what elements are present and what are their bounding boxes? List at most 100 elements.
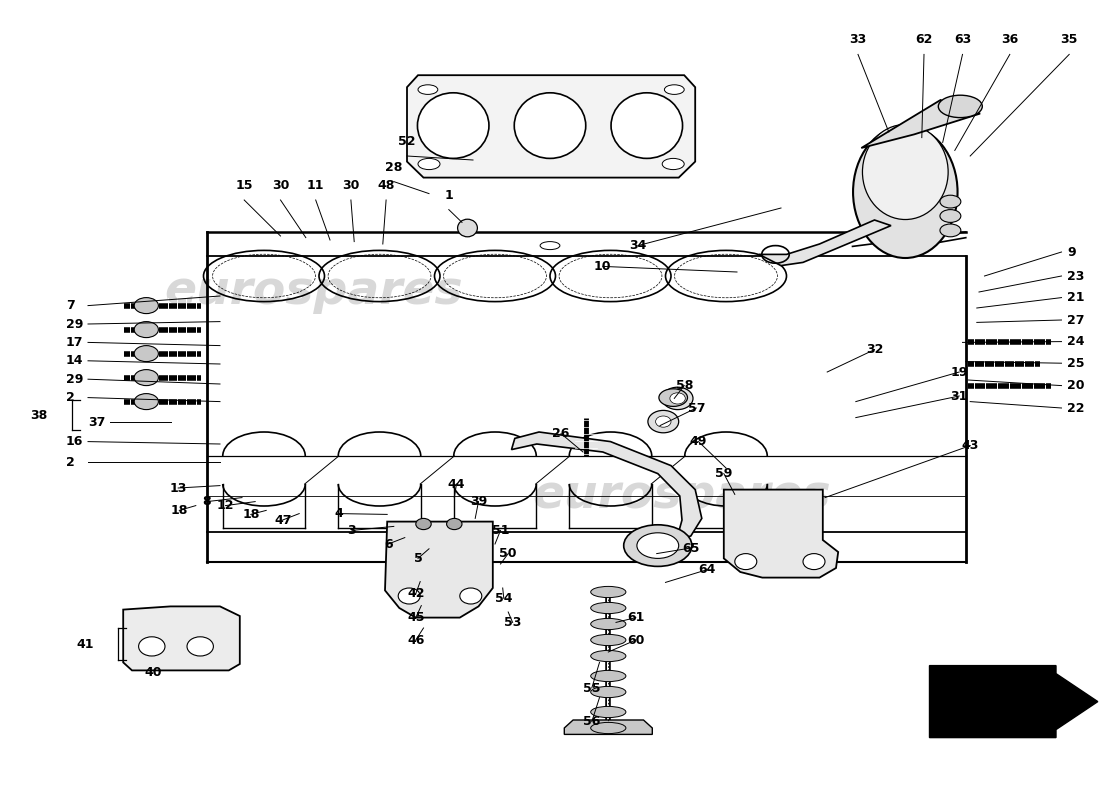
- Text: eurospares: eurospares: [532, 474, 832, 518]
- Text: 35: 35: [1060, 34, 1078, 46]
- Text: 48: 48: [377, 179, 395, 192]
- Text: 39: 39: [470, 495, 487, 508]
- Ellipse shape: [664, 85, 684, 94]
- Circle shape: [656, 416, 671, 427]
- Ellipse shape: [612, 93, 682, 158]
- Ellipse shape: [939, 224, 961, 237]
- Polygon shape: [724, 490, 838, 578]
- Ellipse shape: [591, 686, 626, 698]
- Ellipse shape: [862, 125, 948, 219]
- Ellipse shape: [418, 85, 438, 94]
- Text: 11: 11: [307, 179, 324, 192]
- Text: 24: 24: [1067, 335, 1085, 348]
- Text: 29: 29: [66, 318, 84, 330]
- Ellipse shape: [591, 586, 626, 598]
- Text: 60: 60: [627, 634, 645, 646]
- Polygon shape: [759, 220, 891, 266]
- Ellipse shape: [134, 298, 158, 314]
- Text: 64: 64: [698, 563, 716, 576]
- Text: 49: 49: [690, 435, 707, 448]
- Text: 45: 45: [407, 611, 425, 624]
- Text: 4: 4: [334, 507, 343, 520]
- Text: 65: 65: [682, 542, 700, 554]
- Ellipse shape: [624, 525, 692, 566]
- Text: 19: 19: [950, 366, 968, 378]
- Circle shape: [662, 387, 693, 410]
- Text: 13: 13: [169, 482, 187, 494]
- Text: 3: 3: [348, 524, 356, 537]
- Circle shape: [735, 554, 757, 570]
- Text: 30: 30: [272, 179, 289, 192]
- Circle shape: [447, 518, 462, 530]
- Ellipse shape: [418, 93, 488, 158]
- Text: 63: 63: [954, 34, 971, 46]
- Ellipse shape: [938, 95, 982, 118]
- Text: 1: 1: [444, 189, 453, 202]
- Text: 6: 6: [384, 538, 393, 550]
- Text: 18: 18: [170, 504, 188, 517]
- Text: 54: 54: [495, 592, 513, 605]
- Text: 33: 33: [849, 34, 867, 46]
- Text: 23: 23: [1067, 270, 1085, 282]
- Text: 25: 25: [1067, 357, 1085, 370]
- Text: 21: 21: [1067, 291, 1085, 304]
- Circle shape: [670, 393, 685, 404]
- Text: 42: 42: [407, 587, 425, 600]
- Text: 32: 32: [866, 343, 883, 356]
- Text: 28: 28: [385, 161, 403, 174]
- Ellipse shape: [659, 389, 688, 406]
- Text: 30: 30: [342, 179, 360, 192]
- Ellipse shape: [134, 322, 158, 338]
- Text: eurospares: eurospares: [164, 270, 463, 314]
- Text: 37: 37: [88, 416, 106, 429]
- Text: 2: 2: [66, 391, 75, 404]
- Text: 52: 52: [398, 135, 416, 148]
- Ellipse shape: [418, 158, 440, 170]
- Text: 36: 36: [1001, 34, 1019, 46]
- Text: 40: 40: [144, 666, 162, 679]
- Ellipse shape: [458, 219, 477, 237]
- Text: 51: 51: [492, 524, 509, 537]
- Circle shape: [416, 518, 431, 530]
- Text: 12: 12: [217, 499, 234, 512]
- Polygon shape: [407, 75, 695, 178]
- Polygon shape: [385, 522, 493, 618]
- Ellipse shape: [637, 533, 679, 558]
- Text: 47: 47: [274, 514, 292, 526]
- Text: 18: 18: [242, 508, 260, 521]
- Text: 43: 43: [961, 439, 979, 452]
- Text: 8: 8: [202, 495, 211, 508]
- Circle shape: [460, 588, 482, 604]
- Polygon shape: [861, 100, 980, 148]
- Ellipse shape: [591, 650, 626, 662]
- Text: 41: 41: [76, 638, 94, 650]
- Text: 2: 2: [66, 456, 75, 469]
- Text: 15: 15: [235, 179, 253, 192]
- Ellipse shape: [515, 93, 585, 158]
- Polygon shape: [930, 666, 1098, 738]
- Text: 53: 53: [504, 616, 521, 629]
- Polygon shape: [512, 432, 702, 540]
- Text: 22: 22: [1067, 402, 1085, 414]
- Ellipse shape: [134, 370, 158, 386]
- Ellipse shape: [854, 126, 957, 258]
- Circle shape: [139, 637, 165, 656]
- Ellipse shape: [939, 195, 961, 208]
- Text: 17: 17: [66, 336, 84, 349]
- Text: 44: 44: [448, 478, 465, 490]
- Text: 61: 61: [627, 611, 645, 624]
- Text: 20: 20: [1067, 379, 1085, 392]
- Circle shape: [398, 588, 420, 604]
- Text: 38: 38: [30, 409, 47, 422]
- Ellipse shape: [591, 618, 626, 630]
- Text: 62: 62: [915, 34, 933, 46]
- Ellipse shape: [939, 210, 961, 222]
- Ellipse shape: [591, 722, 626, 734]
- Text: 16: 16: [66, 435, 84, 448]
- Text: 9: 9: [1067, 246, 1076, 258]
- Ellipse shape: [591, 706, 626, 718]
- Text: 7: 7: [66, 299, 75, 312]
- Text: 59: 59: [715, 467, 733, 480]
- Text: 55: 55: [583, 682, 601, 694]
- Circle shape: [803, 554, 825, 570]
